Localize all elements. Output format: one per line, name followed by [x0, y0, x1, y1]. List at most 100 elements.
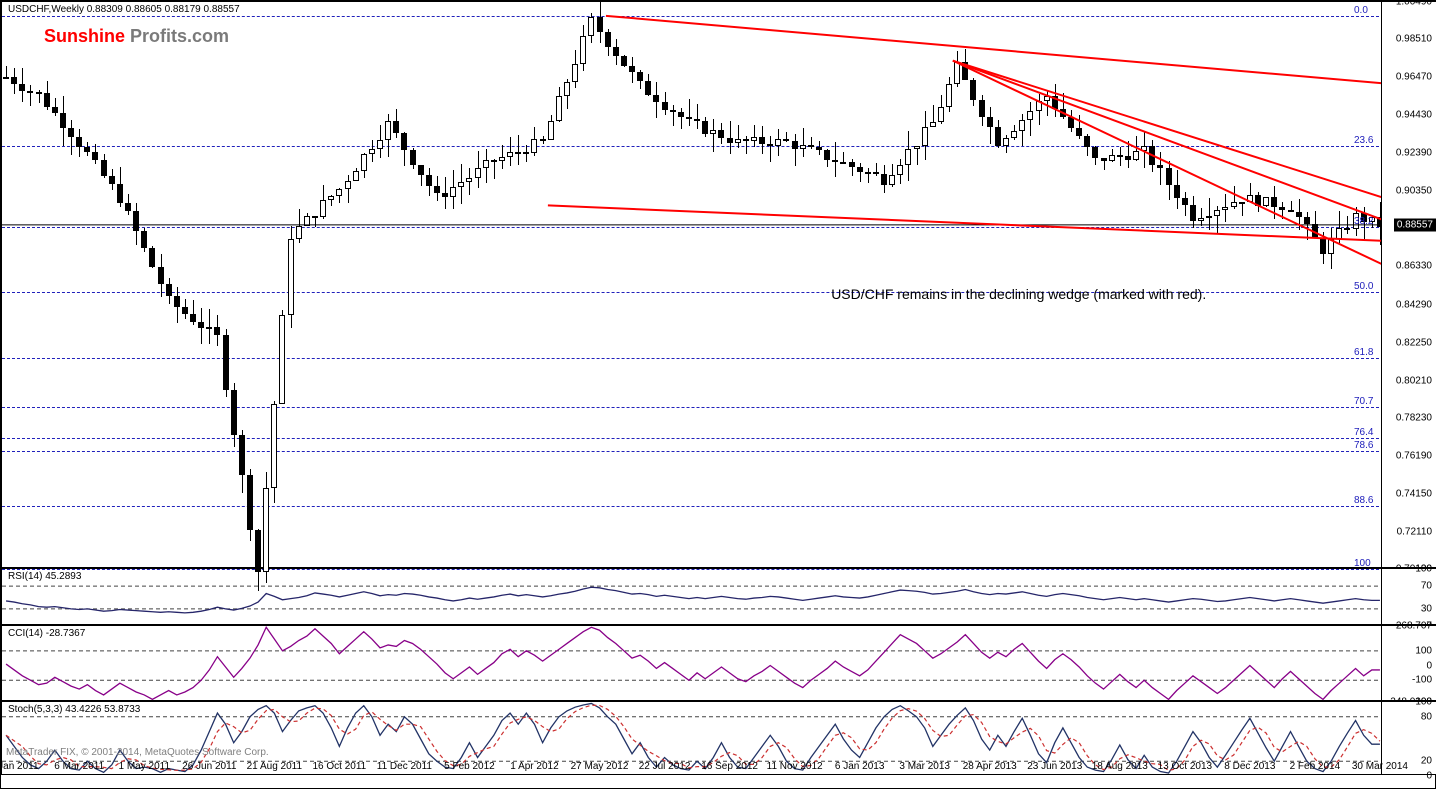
- time-tick: 23 Jun 2013: [1027, 761, 1082, 772]
- candle-body: [1019, 120, 1025, 131]
- price-y-tick: 0.92390: [1396, 148, 1432, 159]
- candle-body: [613, 47, 619, 56]
- time-tick: 28 Apr 2013: [963, 761, 1017, 772]
- chart-annotation: USD/CHF remains in the declining wedge (…: [831, 286, 1206, 302]
- price-panel[interactable]: USDCHF,Weekly 0.88309 0.88605 0.88179 0.…: [1, 1, 1436, 568]
- candle-body: [1239, 202, 1245, 204]
- candle-body: [1036, 101, 1042, 111]
- candle-wick: [868, 168, 869, 183]
- time-tick: 3 Mar 2013: [899, 761, 950, 772]
- candle-body: [263, 488, 269, 572]
- candle-body: [125, 203, 131, 211]
- candle-body: [1157, 165, 1163, 168]
- candle-body: [979, 100, 985, 117]
- candle-body: [824, 150, 830, 160]
- indicator-y-tick: 30: [1421, 603, 1432, 614]
- fib-label: 78.6: [1354, 440, 1373, 451]
- watermark-grey: Profits.com: [125, 26, 229, 46]
- candle-body: [117, 184, 123, 203]
- candle-body: [840, 162, 846, 164]
- candle-body: [401, 133, 407, 149]
- candle-body: [499, 157, 505, 161]
- candle-body: [694, 119, 700, 121]
- candle-body: [580, 36, 586, 64]
- candle-body: [68, 128, 74, 137]
- candle-body: [1011, 131, 1017, 138]
- candle-body: [1198, 218, 1204, 221]
- candle-body: [954, 62, 960, 84]
- indicator-y-tick: 100: [1415, 564, 1432, 575]
- indicator-y-tick: 80: [1421, 711, 1432, 722]
- candle-body: [19, 84, 25, 91]
- indicator-y-tick: -100: [1412, 675, 1432, 686]
- candle-body: [759, 137, 765, 144]
- fib-label: 23.6: [1354, 135, 1373, 146]
- candle-body: [1149, 146, 1155, 165]
- candle-body: [1231, 202, 1237, 207]
- price-y-tick: 0.98510: [1396, 33, 1432, 44]
- price-y-tick: 0.74150: [1396, 488, 1432, 499]
- candle-wick: [1128, 141, 1129, 168]
- candle-body: [1255, 195, 1261, 206]
- time-axis: 9 Jan 20116 Mar 20111 May 201126 Jun 201…: [2, 760, 1382, 774]
- candle-body: [361, 154, 367, 170]
- candle-body: [442, 193, 448, 196]
- candle-body: [767, 144, 773, 146]
- candle-body: [92, 152, 98, 159]
- candle-wick: [860, 163, 861, 182]
- indicator-y-tick: 100: [1415, 645, 1432, 656]
- time-tick: 1 May 2011: [118, 761, 170, 772]
- fib-label: 88.6: [1354, 495, 1373, 506]
- candle-body: [962, 62, 968, 80]
- time-tick: 16 Oct 2011: [312, 761, 366, 772]
- time-tick: 2 Feb 2014: [1290, 761, 1341, 772]
- candle-wick: [1347, 216, 1348, 235]
- candle-wick: [1201, 208, 1202, 225]
- candle-body: [377, 140, 383, 150]
- candle-body: [336, 189, 342, 197]
- candle-body: [645, 81, 651, 95]
- indicator-y-tick: 0: [1426, 660, 1432, 671]
- candle-body: [792, 141, 798, 149]
- candle-body: [629, 66, 635, 72]
- candle-body: [101, 160, 107, 176]
- candle-wick: [803, 128, 804, 157]
- candle-body: [1182, 198, 1188, 204]
- time-tick: 18 Aug 2013: [1092, 761, 1148, 772]
- fib-line: [2, 227, 1384, 228]
- stoch-panel[interactable]: Stoch(5,3,3) 43.4226 53.8733 10080200 9 …: [1, 701, 1436, 775]
- candle-body: [320, 200, 326, 216]
- candle-body: [970, 80, 976, 100]
- candle-body: [466, 178, 472, 183]
- candle-body: [637, 72, 643, 81]
- cci-panel[interactable]: CCI(14) -28.7367 268.7071000-100-248.030…: [1, 625, 1436, 701]
- candle-body: [1190, 205, 1196, 221]
- candle-body: [881, 174, 887, 185]
- candle-body: [296, 226, 302, 239]
- cci-y-axis: 268.7071000-100-248.0308: [1381, 626, 1436, 700]
- candle-body: [52, 107, 58, 113]
- cci-overlay: [2, 626, 1436, 702]
- candle-body: [434, 186, 440, 193]
- candle-body: [491, 160, 497, 162]
- candle-body: [670, 110, 676, 113]
- candle-body: [995, 127, 1001, 147]
- candle-body: [76, 137, 82, 147]
- candle-wick: [1282, 202, 1283, 218]
- rsi-panel[interactable]: RSI(14) 45.2893 10070300: [1, 568, 1436, 625]
- candle-body: [1344, 228, 1350, 230]
- watermark: Sunshine Profits.com: [44, 26, 229, 47]
- candle-body: [922, 127, 928, 146]
- candle-body: [1092, 147, 1098, 158]
- indicator-y-tick: 20: [1421, 756, 1432, 767]
- candle-body: [905, 149, 911, 165]
- indicator-y-tick: 70: [1421, 581, 1432, 592]
- chart-root: USDCHF,Weekly 0.88309 0.88605 0.88179 0.…: [0, 0, 1436, 789]
- candle-body: [1304, 217, 1310, 223]
- fib-label: 50.0: [1354, 281, 1373, 292]
- candle-body: [523, 152, 529, 154]
- candle-wick: [518, 135, 519, 165]
- candle-body: [1296, 212, 1302, 217]
- candle-body: [783, 139, 789, 141]
- candle-wick: [689, 99, 690, 126]
